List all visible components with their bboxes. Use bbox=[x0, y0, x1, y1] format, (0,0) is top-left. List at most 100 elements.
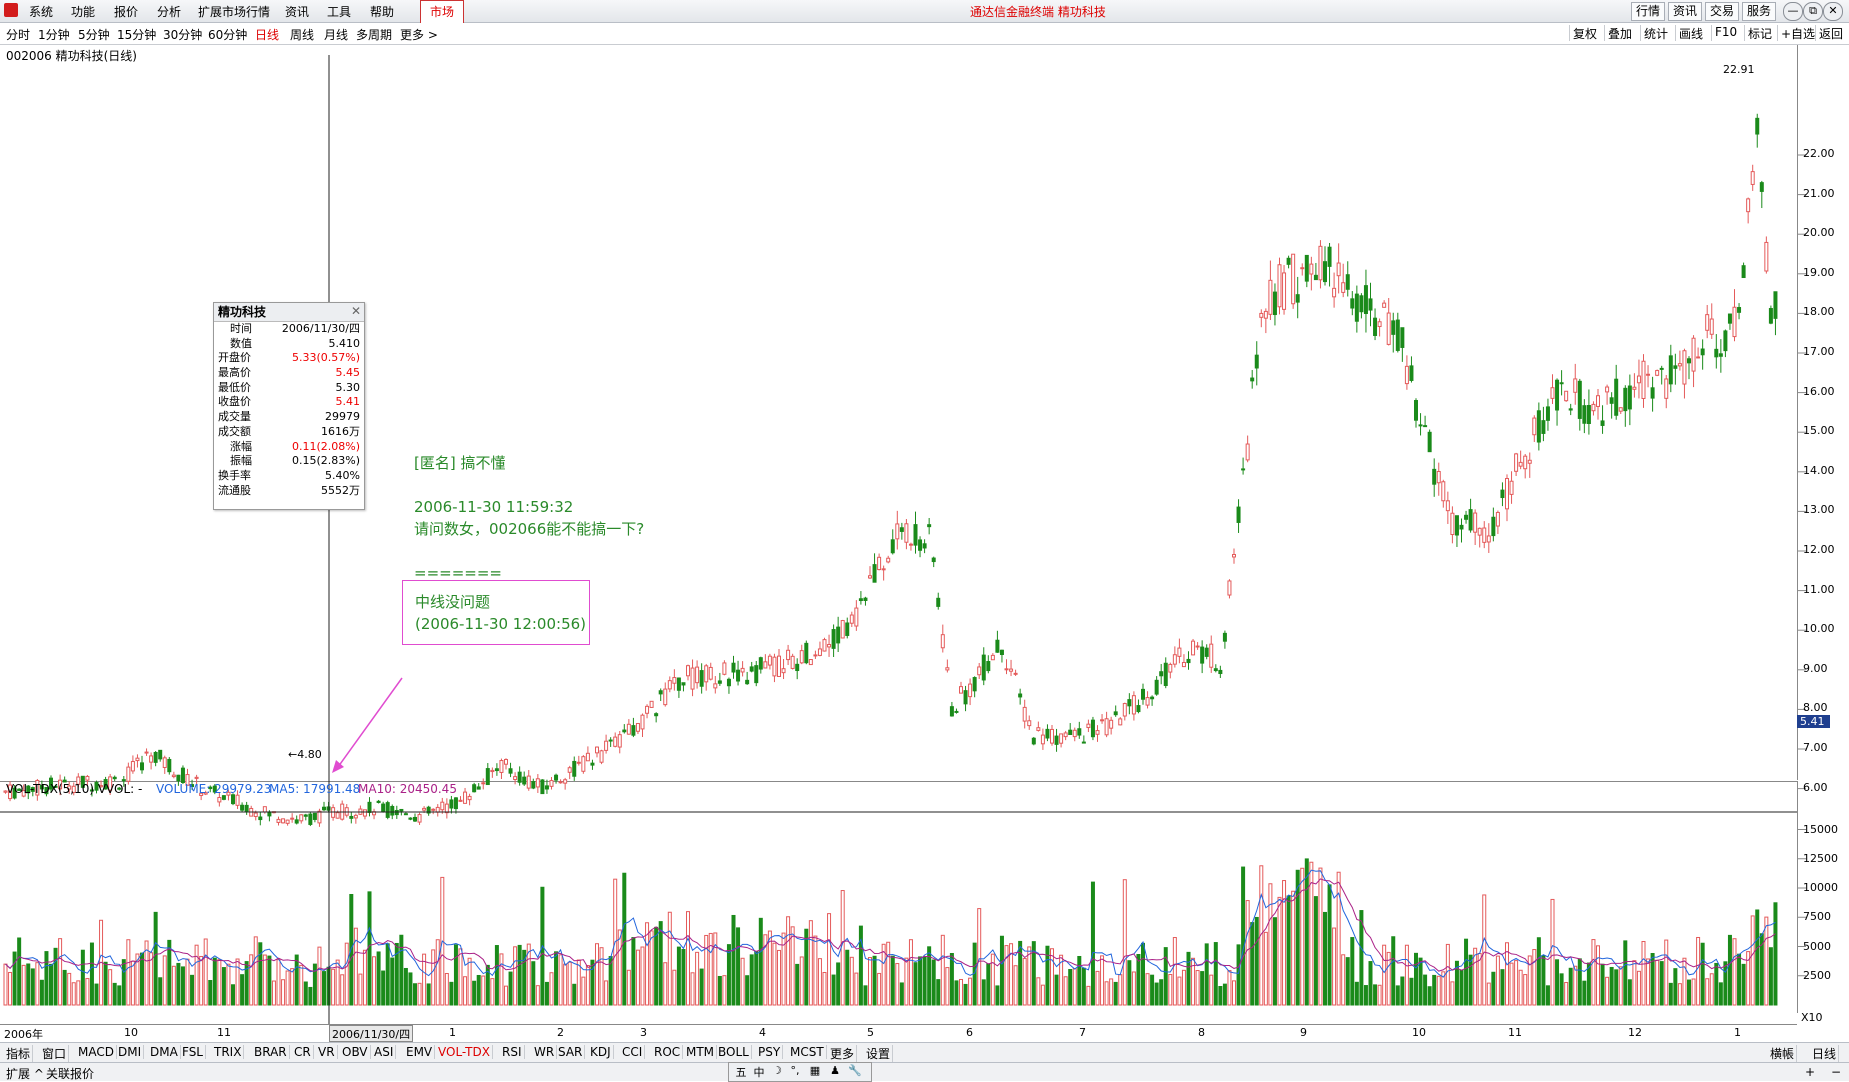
tool-add-watchlist[interactable]: +自选 bbox=[1777, 25, 1818, 41]
period-more[interactable]: 更多 > bbox=[400, 28, 438, 42]
tool-mark[interactable]: 标记 bbox=[1744, 25, 1775, 41]
candle-body bbox=[1482, 527, 1487, 543]
period-1min[interactable]: 1分钟 bbox=[38, 28, 70, 42]
candle-body bbox=[635, 722, 640, 732]
menu-extended-market[interactable]: 扩展市场行情 bbox=[198, 5, 271, 19]
indicator-tab-mcst[interactable]: MCST bbox=[788, 1045, 827, 1059]
indicator-tab--[interactable]: 设置 bbox=[864, 1045, 894, 1062]
news-button[interactable]: 资讯 bbox=[1668, 2, 1703, 21]
volume-bar bbox=[1373, 984, 1378, 1006]
candle-body bbox=[535, 778, 540, 788]
indicator-tab-trix[interactable]: TRIX bbox=[212, 1045, 245, 1059]
daily-period-button[interactable]: 日线 bbox=[1810, 1045, 1840, 1062]
horizontal-button[interactable]: 横帳 bbox=[1768, 1045, 1798, 1062]
menu-quote[interactable]: 报价 bbox=[114, 5, 139, 19]
tool-overlay[interactable]: 叠加 bbox=[1604, 25, 1635, 41]
candle-body bbox=[1737, 307, 1742, 313]
indicator-tab-mtm[interactable]: MTM bbox=[684, 1045, 718, 1059]
indicator-tab-obv[interactable]: OBV bbox=[340, 1045, 371, 1059]
candle-body bbox=[44, 786, 49, 795]
menu-analysis[interactable]: 分析 bbox=[157, 5, 182, 19]
candle-body bbox=[244, 804, 249, 812]
related-quote-button[interactable]: 关联报价 bbox=[46, 1067, 95, 1081]
volume-bar bbox=[745, 975, 750, 1006]
volume-bar bbox=[649, 930, 654, 1006]
indicator-tab--[interactable]: 更多 bbox=[828, 1045, 858, 1062]
tool-f10[interactable]: F10 bbox=[1711, 25, 1740, 41]
period-15min[interactable]: 15分钟 bbox=[117, 28, 157, 42]
indicator-tab-cci[interactable]: CCI bbox=[620, 1045, 646, 1059]
volume-bar bbox=[640, 946, 645, 1006]
indicator-tab-sar[interactable]: SAR bbox=[556, 1045, 586, 1059]
period-multi[interactable]: 多周期 bbox=[356, 28, 393, 42]
volume-bar bbox=[126, 939, 131, 1006]
menu-news[interactable]: 资讯 bbox=[285, 5, 310, 19]
period-daily[interactable]: 日线 bbox=[255, 28, 280, 42]
reply-callout: 中线没问题 (2006-11-30 12:00:56) bbox=[402, 580, 590, 645]
info-label: 涨幅 bbox=[230, 439, 252, 453]
period-30min[interactable]: 30分钟 bbox=[163, 28, 203, 42]
tool-statistics[interactable]: 统计 bbox=[1640, 25, 1671, 41]
tool-draw-line[interactable]: 画线 bbox=[1675, 25, 1706, 41]
restore-icon[interactable]: ⧉ bbox=[1803, 2, 1823, 21]
indicator-tab-cr[interactable]: CR bbox=[292, 1045, 314, 1059]
price-chart-panel[interactable] bbox=[0, 45, 1798, 780]
indicator-tab-asi[interactable]: ASI bbox=[372, 1045, 397, 1059]
volume-bar bbox=[1377, 984, 1382, 1006]
indicator-tab--[interactable]: 指标 bbox=[4, 1045, 34, 1062]
indicator-tab-emv[interactable]: EMV bbox=[404, 1045, 436, 1059]
ime-settings-icon[interactable]: 🔧 bbox=[848, 1064, 862, 1077]
close-icon[interactable]: ✕ bbox=[1823, 2, 1843, 21]
volume-chart-panel[interactable] bbox=[0, 781, 1798, 1013]
quote-button[interactable]: 行情 bbox=[1631, 2, 1666, 21]
menu-help[interactable]: 帮助 bbox=[370, 5, 395, 19]
indicator-tab-wr[interactable]: WR bbox=[532, 1045, 558, 1059]
chart-canvas[interactable]: 22.91 ←4.80 bbox=[0, 45, 1849, 1043]
volume-indicator-name[interactable]: VOL-TDX(5,10) VVOL: - bbox=[6, 782, 143, 796]
ime-user-icon[interactable]: ♟ bbox=[830, 1064, 840, 1077]
ime-toolbar[interactable]: 五 中 ☽ °, ▦ ♟ 🔧 bbox=[728, 1062, 872, 1082]
indicator-tab-brar[interactable]: BRAR bbox=[252, 1045, 290, 1059]
period-intraday[interactable]: 分时 bbox=[6, 28, 31, 42]
ime-keyboard-icon[interactable]: ▦ bbox=[809, 1064, 821, 1077]
ime-chinese-icon[interactable]: 中 bbox=[753, 1066, 765, 1079]
zoom-out-button[interactable]: − bbox=[1831, 1065, 1842, 1079]
indicator-tab--[interactable]: 窗口 bbox=[40, 1045, 70, 1062]
candle-body bbox=[76, 776, 81, 785]
indicator-tab-roc[interactable]: ROC bbox=[652, 1045, 684, 1059]
ime-moon-icon[interactable]: ☽ bbox=[772, 1064, 782, 1077]
menu-tools[interactable]: 工具 bbox=[327, 5, 352, 19]
tool-adjust[interactable]: 复权 bbox=[1569, 25, 1600, 41]
volume-bar bbox=[1181, 969, 1186, 1006]
price-tick-label: 15.00 bbox=[1803, 424, 1835, 438]
price-tick-label: 11.00 bbox=[1803, 582, 1835, 596]
service-button[interactable]: 服务 bbox=[1742, 2, 1777, 21]
indicator-tab-rsi[interactable]: RSI bbox=[500, 1045, 525, 1059]
indicator-tab-dmi[interactable]: DMI bbox=[116, 1045, 145, 1059]
indicator-tab-psy[interactable]: PSY bbox=[756, 1045, 784, 1059]
period-weekly[interactable]: 周线 bbox=[290, 28, 315, 42]
indicator-tab-boll[interactable]: BOLL bbox=[716, 1045, 752, 1059]
menu-system[interactable]: 系统 bbox=[29, 5, 54, 19]
indicator-tab-macd[interactable]: MACD bbox=[76, 1045, 117, 1059]
indicator-tab-kdj[interactable]: KDJ bbox=[588, 1045, 614, 1059]
period-monthly[interactable]: 月线 bbox=[324, 28, 349, 42]
candle-body bbox=[1250, 377, 1255, 382]
period-60min[interactable]: 60分钟 bbox=[208, 28, 248, 42]
menu-function[interactable]: 功能 bbox=[71, 5, 96, 19]
volume-bar bbox=[1459, 969, 1464, 1006]
tool-back[interactable]: 返回 bbox=[1815, 25, 1846, 41]
indicator-tab-fsl[interactable]: FSL bbox=[180, 1045, 206, 1059]
minimize-icon[interactable]: — bbox=[1783, 2, 1803, 21]
indicator-tab-vr[interactable]: VR bbox=[316, 1045, 338, 1059]
indicator-tab-vol-tdx[interactable]: VOL-TDX bbox=[436, 1045, 493, 1059]
close-icon[interactable]: ✕ bbox=[350, 304, 361, 318]
ime-wubi-icon[interactable]: 五 bbox=[735, 1066, 747, 1079]
period-5min[interactable]: 5分钟 bbox=[78, 28, 110, 42]
market-tab[interactable]: 市场 bbox=[420, 0, 464, 23]
ime-punct-icon[interactable]: °, bbox=[790, 1064, 800, 1077]
expand-button[interactable]: 扩展 ^ bbox=[6, 1067, 44, 1081]
zoom-in-button[interactable]: + bbox=[1805, 1065, 1816, 1079]
trade-button[interactable]: 交易 bbox=[1705, 2, 1740, 21]
indicator-tab-dma[interactable]: DMA bbox=[148, 1045, 181, 1059]
